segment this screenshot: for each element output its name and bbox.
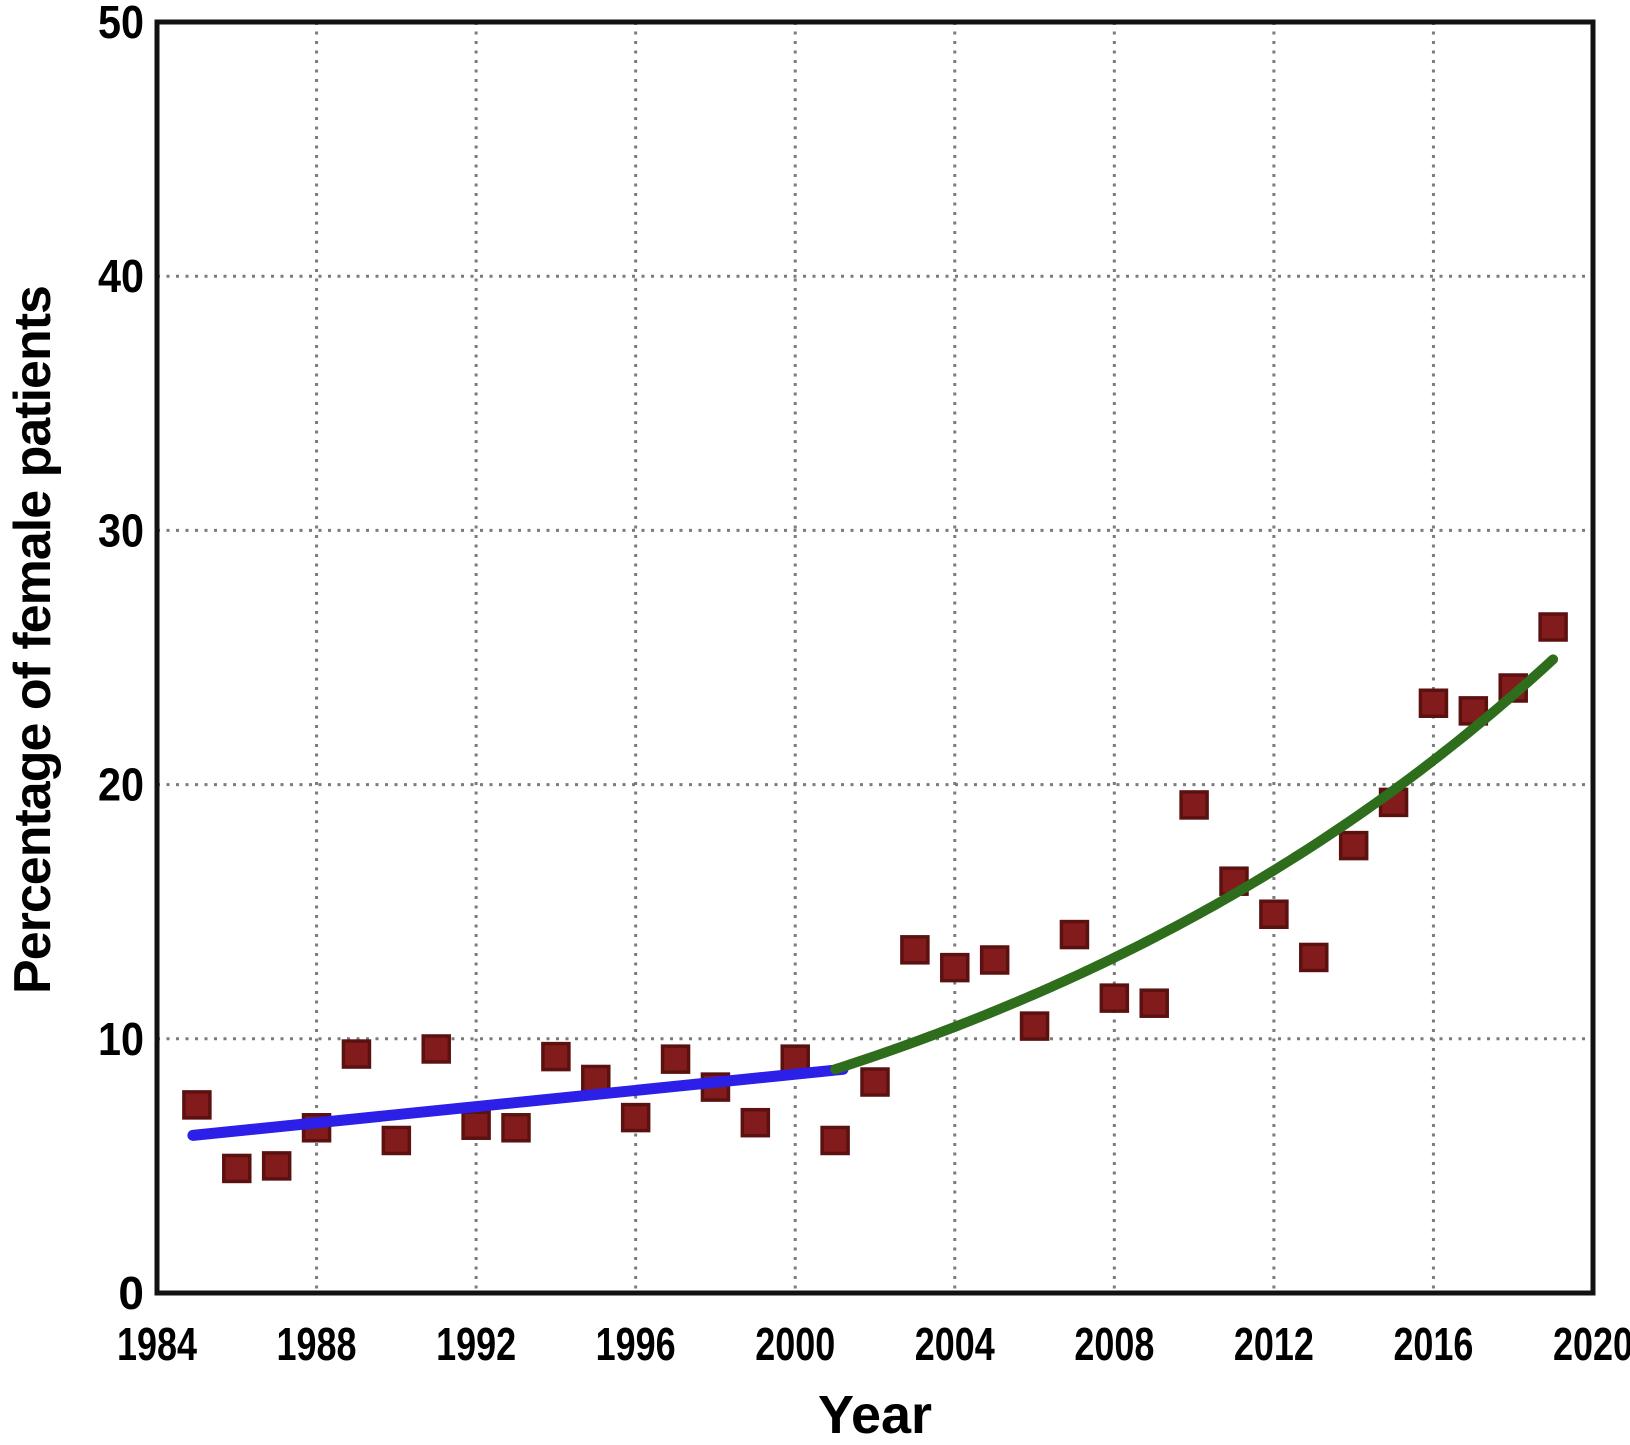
x-tick-label-2012: 2012 bbox=[1234, 1318, 1314, 1370]
y-tick-label-50: 50 bbox=[98, 0, 144, 48]
data-point-2019[interactable] bbox=[1538, 612, 1568, 642]
data-point-2012[interactable] bbox=[1259, 899, 1289, 929]
plot-border bbox=[154, 19, 1596, 1296]
y-tick-label-20: 20 bbox=[98, 759, 144, 811]
x-tick-label-1996: 1996 bbox=[596, 1318, 676, 1370]
data-point-2007[interactable] bbox=[1059, 919, 1090, 950]
x-tick-label-1992: 1992 bbox=[436, 1318, 516, 1370]
data-point-2008[interactable] bbox=[1099, 983, 1130, 1013]
data-point-1989[interactable] bbox=[341, 1039, 372, 1069]
y-axis-title: Percentage of female patients bbox=[4, 286, 62, 994]
data-point-1986[interactable] bbox=[222, 1153, 252, 1184]
data-point-2004[interactable] bbox=[940, 952, 970, 983]
data-point-2003[interactable] bbox=[900, 935, 930, 965]
x-tick-label-1984: 1984 bbox=[117, 1318, 197, 1370]
data-point-2013[interactable] bbox=[1299, 942, 1329, 973]
data-point-1992[interactable] bbox=[461, 1110, 491, 1140]
linear-fit-line bbox=[187, 1063, 849, 1141]
data-point-2009[interactable] bbox=[1139, 988, 1169, 1018]
x-tick-label-2000: 2000 bbox=[755, 1318, 835, 1370]
data-point-1991[interactable] bbox=[421, 1034, 451, 1064]
data-point-2006[interactable] bbox=[1019, 1011, 1050, 1041]
data-point-1999[interactable] bbox=[740, 1107, 771, 1138]
x-tick-label-1988: 1988 bbox=[277, 1318, 357, 1370]
x-axis-title: Year bbox=[817, 1385, 933, 1445]
y-tick-label-0: 0 bbox=[118, 1267, 144, 1319]
data-point-1990[interactable] bbox=[381, 1125, 412, 1156]
x-tick-label-2016: 2016 bbox=[1393, 1318, 1473, 1370]
data-point-1985[interactable] bbox=[182, 1090, 212, 1120]
x-tick-label-2020: 2020 bbox=[1553, 1318, 1630, 1370]
data-point-1987[interactable] bbox=[261, 1151, 292, 1181]
data-point-2016[interactable] bbox=[1418, 688, 1449, 719]
x-tick-label-2008: 2008 bbox=[1074, 1318, 1154, 1370]
data-point-1994[interactable] bbox=[541, 1041, 571, 1072]
data-point-1993[interactable] bbox=[501, 1113, 531, 1143]
data-point-2005[interactable] bbox=[979, 945, 1010, 975]
exponential-fit-line bbox=[830, 654, 1559, 1075]
data-point-1996[interactable] bbox=[620, 1102, 651, 1133]
data-point-2001[interactable] bbox=[820, 1125, 850, 1156]
x-tick-label-2004: 2004 bbox=[915, 1318, 995, 1370]
data-point-2002[interactable] bbox=[860, 1067, 890, 1097]
data-point-2014[interactable] bbox=[1338, 830, 1369, 861]
data-point-2010[interactable] bbox=[1179, 790, 1209, 820]
y-tick-label-30: 30 bbox=[98, 504, 144, 556]
data-point-1997[interactable] bbox=[660, 1044, 691, 1074]
y-tick-label-10: 10 bbox=[98, 1013, 144, 1065]
y-tick-label-40: 40 bbox=[98, 250, 144, 302]
